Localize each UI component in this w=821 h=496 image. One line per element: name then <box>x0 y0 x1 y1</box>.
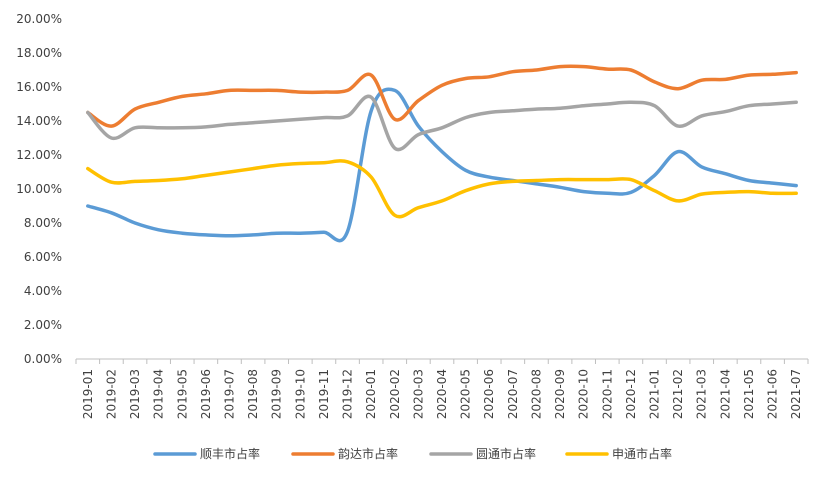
y-tick-label: 4.00% <box>24 284 62 298</box>
y-axis-ticks: 0.00% 2.00% 4.00% 6.00% 8.00% 10.00% 12.00% 14.… <box>16 12 62 366</box>
series-line-2 <box>86 64 798 128</box>
x-tick-label: 2020-12 <box>624 369 638 419</box>
x-tick-label: 2020-04 <box>435 369 449 419</box>
x-tick-label: 2020-09 <box>553 369 567 419</box>
x-tick-label: 2020-08 <box>529 369 543 419</box>
x-axis <box>75 358 809 364</box>
legend-label: 顺丰市占率 <box>200 446 260 461</box>
x-tick-label: 2021-01 <box>648 369 662 419</box>
x-tick-label: 2020-03 <box>411 369 425 419</box>
x-tick-label: 2021-04 <box>718 369 732 419</box>
legend-label: 申通市占率 <box>612 446 672 461</box>
x-tick-label: 2021-07 <box>789 369 803 419</box>
x-tick-label: 2019-03 <box>128 369 142 419</box>
x-tick-label: 2019-09 <box>270 369 284 419</box>
series-line-1 <box>86 87 798 243</box>
x-tick-label: 2019-02 <box>104 369 118 419</box>
x-tick-label: 2020-01 <box>364 369 378 419</box>
x-tick-label: 2019-11 <box>317 369 331 419</box>
x-tick-label: 2019-05 <box>175 369 189 419</box>
y-tick-label: 18.00% <box>16 46 62 60</box>
legend: 顺丰市占率 韵达市占率 圆通市占率 申通市占率 <box>153 446 672 461</box>
y-tick-label: 20.00% <box>16 12 62 26</box>
series-lines <box>86 64 798 243</box>
x-tick-label: 2021-03 <box>695 369 709 419</box>
x-tick-label: 2019-12 <box>341 369 355 419</box>
y-tick-label: 6.00% <box>24 250 62 264</box>
legend-label: 韵达市占率 <box>338 446 398 461</box>
x-axis-ticks: 2019-01 2019-02 2019-03 2019-04 2019-05 2019-… <box>81 369 803 419</box>
x-tick-label: 2019-07 <box>222 369 236 419</box>
x-tick-label: 2019-04 <box>152 369 166 419</box>
y-tick-label: 12.00% <box>16 148 62 162</box>
series-line-3 <box>86 94 798 152</box>
series-line-4 <box>86 159 798 219</box>
x-tick-label: 2019-10 <box>293 369 307 419</box>
x-tick-label: 2021-06 <box>766 369 780 419</box>
x-tick-label: 2019-01 <box>81 369 95 419</box>
x-tick-label: 2021-02 <box>671 369 685 419</box>
x-tick-label: 2020-06 <box>482 369 496 419</box>
y-tick-label: 0.00% <box>24 352 62 366</box>
x-tick-label: 2020-05 <box>459 369 473 419</box>
legend-label: 圆通市占率 <box>476 446 536 461</box>
x-tick-label: 2020-02 <box>388 369 402 419</box>
y-tick-label: 8.00% <box>24 216 62 230</box>
x-tick-label: 2019-08 <box>246 369 260 419</box>
y-tick-label: 2.00% <box>24 318 62 332</box>
x-tick-label: 2020-11 <box>600 369 614 419</box>
x-tick-label: 2020-07 <box>506 369 520 419</box>
y-tick-label: 16.00% <box>16 80 62 94</box>
x-tick-label: 2019-06 <box>199 369 213 419</box>
y-tick-label: 14.00% <box>16 114 62 128</box>
y-tick-label: 10.00% <box>16 182 62 196</box>
x-tick-label: 2021-05 <box>742 369 756 419</box>
x-tick-label: 2020-10 <box>577 369 591 419</box>
